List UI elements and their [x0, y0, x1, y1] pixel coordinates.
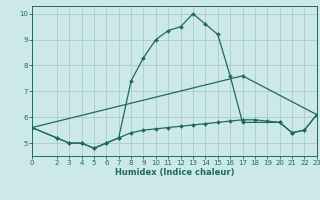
X-axis label: Humidex (Indice chaleur): Humidex (Indice chaleur)	[115, 168, 234, 177]
